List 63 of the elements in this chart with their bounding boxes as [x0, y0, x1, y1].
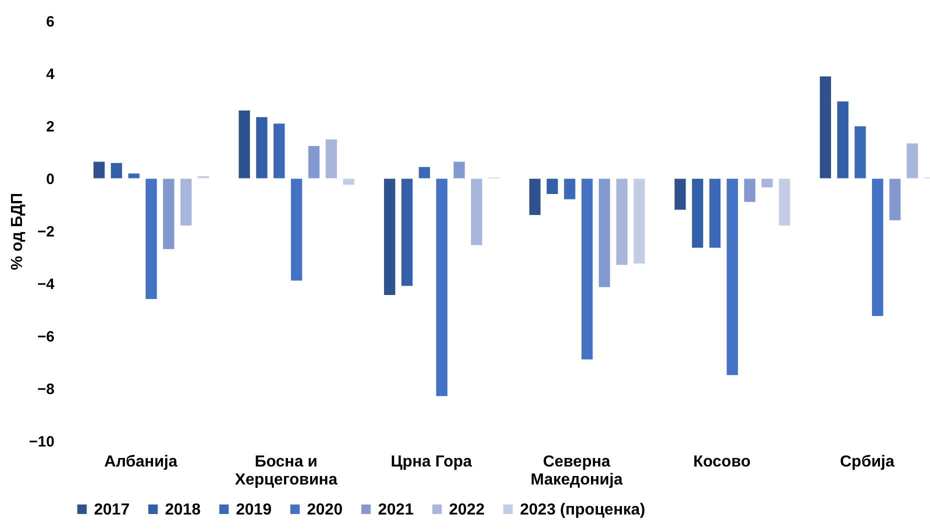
bar [616, 178, 628, 266]
bar [418, 166, 431, 179]
legend-label: 2019 [236, 501, 272, 518]
bar [760, 178, 774, 188]
bar [580, 178, 594, 360]
bar [470, 178, 483, 246]
legend-label: 2020 [307, 501, 343, 518]
y-tick-label: −4 [37, 276, 56, 293]
bar [726, 178, 739, 376]
bar [598, 178, 611, 288]
y-tick-label: 6 [46, 14, 54, 30]
bar [92, 161, 106, 179]
legend-label: 2022 [449, 501, 485, 518]
bar [633, 178, 646, 264]
bar [180, 178, 192, 226]
y-tick-label: 2 [46, 118, 54, 136]
x-tick-label: Косово [693, 454, 751, 470]
bar [819, 76, 832, 179]
bar [744, 178, 756, 202]
legend-label: 2023 (проценка) [520, 501, 646, 518]
y-tick-label: −10 [29, 434, 54, 450]
legend-label: 2021 [378, 501, 414, 518]
bar [528, 178, 542, 216]
bar [563, 178, 576, 200]
bar [778, 178, 791, 226]
x-tick-label: Србија [840, 454, 894, 470]
bar [238, 110, 251, 179]
bar [452, 161, 466, 179]
bar [871, 178, 884, 317]
y-tick-label: −6 [37, 328, 54, 346]
y-tick-label: −8 [37, 381, 54, 398]
bar [436, 178, 448, 397]
bar [290, 178, 303, 282]
bar [308, 145, 320, 179]
y-tick-label: −2 [37, 224, 54, 240]
bar [400, 178, 414, 286]
bar [674, 178, 686, 210]
legend-label: 2017 [94, 501, 130, 518]
bar [383, 178, 396, 296]
bar [888, 178, 902, 221]
bar [836, 100, 850, 179]
y-tick-label: 0 [46, 171, 54, 188]
bar [272, 123, 286, 179]
x-tick-label: Босна и Херцеговина [234, 454, 338, 488]
x-tick-label: Северна Македонија [530, 454, 623, 488]
bar [854, 126, 866, 179]
bar [197, 176, 210, 179]
y-tick-label: 4 [46, 66, 56, 83]
y-axis-title: % од БДП [9, 192, 26, 270]
bar [162, 178, 175, 250]
legend-label: 2018 [165, 501, 201, 518]
bar [342, 178, 355, 186]
bar [325, 138, 338, 179]
bar [906, 142, 919, 179]
bar [110, 162, 123, 179]
bar [708, 178, 722, 248]
bar [145, 178, 158, 300]
bar [256, 116, 268, 179]
x-tick-label: Албанија [104, 454, 178, 470]
bar [691, 178, 704, 248]
bar [128, 172, 140, 179]
bar [546, 178, 558, 195]
x-tick-label: Црна Гора [390, 454, 472, 470]
